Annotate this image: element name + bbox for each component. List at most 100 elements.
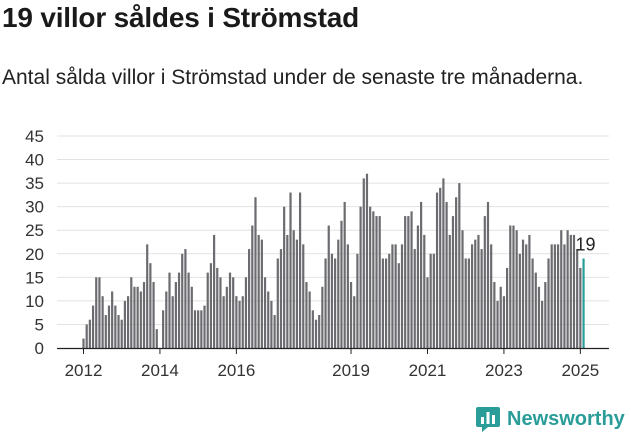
bar: [190, 286, 193, 348]
x-tick-label: 2021: [409, 361, 447, 380]
bar: [305, 282, 308, 348]
bar: [512, 225, 515, 348]
bar: [286, 234, 289, 348]
bar: [435, 192, 439, 348]
bar: [289, 192, 292, 348]
bar: [550, 244, 553, 348]
bar: [448, 234, 451, 348]
bar: [470, 244, 474, 348]
bar: [576, 249, 579, 348]
bar: [445, 201, 448, 348]
bar: [499, 286, 502, 348]
bar: [381, 258, 384, 348]
bar: [219, 277, 222, 348]
x-tick-label: 2019: [332, 361, 370, 380]
bar: [311, 310, 314, 348]
bar: [193, 310, 197, 348]
bar: [197, 310, 200, 348]
bar: [525, 244, 528, 348]
bar: [375, 216, 378, 348]
bar: [477, 234, 480, 348]
bar: [318, 315, 321, 348]
bar: [337, 239, 340, 348]
bar: [107, 305, 111, 348]
y-tick-label: 5: [35, 315, 44, 334]
bar: [257, 234, 260, 348]
bar: [152, 282, 155, 348]
bar: [340, 220, 343, 348]
bar: [82, 338, 85, 348]
y-tick-label: 0: [35, 339, 44, 358]
bar: [493, 282, 496, 348]
bar: [528, 234, 531, 348]
bar: [416, 225, 420, 348]
bar: [455, 197, 458, 348]
bar: [410, 211, 413, 348]
bar: [88, 319, 91, 348]
bar: [273, 315, 276, 348]
bar: [155, 329, 158, 348]
bar: [474, 239, 477, 348]
bar: [353, 296, 356, 348]
y-tick-label: 10: [25, 292, 44, 311]
bar: [394, 244, 397, 348]
y-tick-label: 45: [25, 127, 44, 146]
bar: [136, 286, 139, 348]
bar: [365, 173, 369, 348]
bar: [566, 230, 569, 348]
bar: [378, 216, 381, 348]
bar: [362, 178, 365, 348]
bar: [397, 263, 400, 348]
bar: [260, 239, 263, 348]
x-axis: 2012 2014 2016 2019 2021 2023 2025: [57, 347, 609, 380]
bar: [244, 277, 248, 348]
chart-speech-bubble-icon: [476, 407, 500, 432]
bar: [442, 178, 445, 348]
bar: [203, 305, 206, 348]
bar: [222, 296, 225, 348]
brand-name: Newsworthy: [507, 408, 625, 430]
bar: [391, 244, 394, 348]
bar: [321, 286, 324, 348]
bar: [384, 258, 388, 348]
bar: [254, 197, 257, 348]
bar: [295, 239, 298, 348]
bar: [120, 319, 123, 348]
bar: [359, 206, 362, 348]
y-tick-label: 35: [25, 174, 44, 193]
bar: [276, 258, 279, 348]
bar: [292, 230, 295, 348]
bar: [343, 201, 346, 348]
bar: [404, 216, 407, 348]
bar: [184, 249, 187, 348]
bar: [149, 263, 152, 348]
bar: [104, 315, 107, 348]
bar: [572, 234, 576, 348]
bar: [142, 282, 146, 348]
bar-series: [82, 173, 585, 348]
bar: [458, 183, 461, 348]
bar: [327, 225, 330, 348]
y-tick-label: 30: [25, 198, 44, 217]
bar: [241, 296, 244, 348]
y-tick-label: 15: [25, 268, 44, 287]
bar: [174, 282, 177, 348]
x-tick-label: 2012: [65, 361, 103, 380]
bar: [117, 315, 120, 348]
bar: [308, 291, 311, 348]
bar: [334, 258, 337, 348]
bar: [563, 244, 566, 348]
x-tick-label: 2025: [561, 361, 599, 380]
bar: [356, 253, 359, 348]
data-labels: 19: [576, 234, 596, 254]
newsworthy-logo: Newsworthy: [476, 406, 625, 433]
bar: [279, 249, 283, 348]
bar: [168, 272, 171, 348]
bar: [238, 300, 241, 348]
bar: [171, 296, 174, 348]
bar: [429, 253, 432, 348]
bar: [515, 230, 518, 348]
bar: [228, 272, 232, 348]
bar: [372, 211, 375, 348]
